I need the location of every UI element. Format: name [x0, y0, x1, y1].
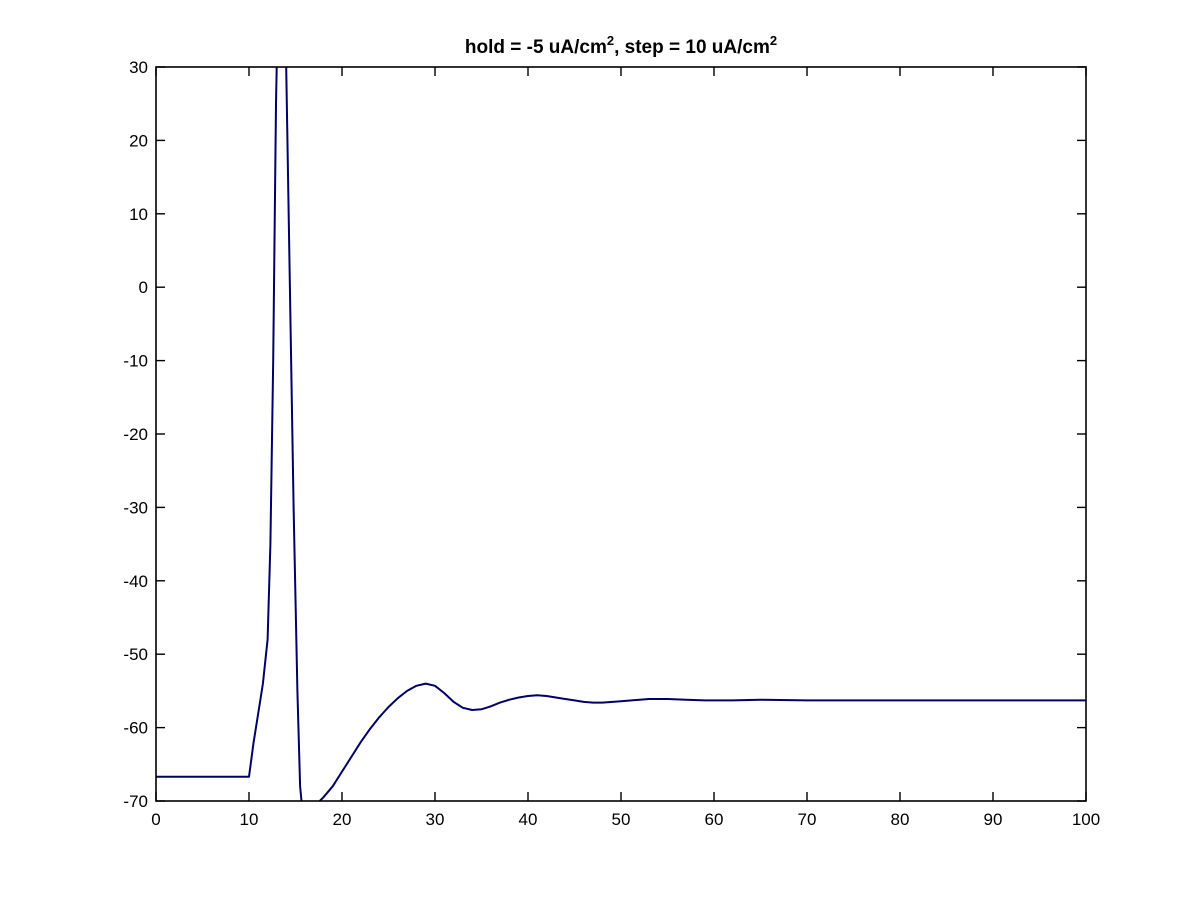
x-tick-label: 50 [612, 810, 631, 829]
y-tick-label: -30 [123, 498, 148, 517]
x-tick-label: 60 [705, 810, 724, 829]
title-superscript: 2 [607, 33, 614, 48]
y-tick-label: 30 [129, 58, 148, 77]
x-tick-label: 10 [240, 810, 259, 829]
title-superscript: 2 [770, 33, 777, 48]
x-axis: 0 10 20 30 40 50 60 70 80 90 100 [151, 67, 1100, 829]
y-tick-label: -50 [123, 645, 148, 664]
x-tick-label: 70 [798, 810, 817, 829]
x-tick-label: 20 [333, 810, 352, 829]
title-segment: hold = -5 uA/cm [465, 37, 607, 58]
x-tick-label: 30 [426, 810, 445, 829]
y-tick-label: -70 [123, 792, 148, 811]
y-axis: -70 -60 -50 -40 -30 -20 -10 0 10 20 30 [123, 58, 1086, 811]
chart-title: hold = -5 uA/cm2, step = 10 uA/cm2 [465, 33, 777, 58]
x-tick-label: 90 [984, 810, 1003, 829]
y-tick-label: -10 [123, 352, 148, 371]
y-tick-label: -60 [123, 719, 148, 738]
series-line [156, 67, 1086, 801]
y-tick-label: 0 [139, 278, 148, 297]
title-segment: , step = 10 uA/cm [614, 37, 770, 58]
x-tick-label: 0 [151, 810, 160, 829]
x-tick-label: 40 [519, 810, 538, 829]
x-tick-label: 100 [1072, 810, 1100, 829]
series-layer [156, 67, 1086, 801]
y-tick-label: 20 [129, 131, 148, 150]
y-tick-label: -20 [123, 425, 148, 444]
x-tick-label: 80 [891, 810, 910, 829]
y-tick-label: -40 [123, 572, 148, 591]
y-tick-label: 10 [129, 205, 148, 224]
plot-frame [155, 66, 1087, 802]
